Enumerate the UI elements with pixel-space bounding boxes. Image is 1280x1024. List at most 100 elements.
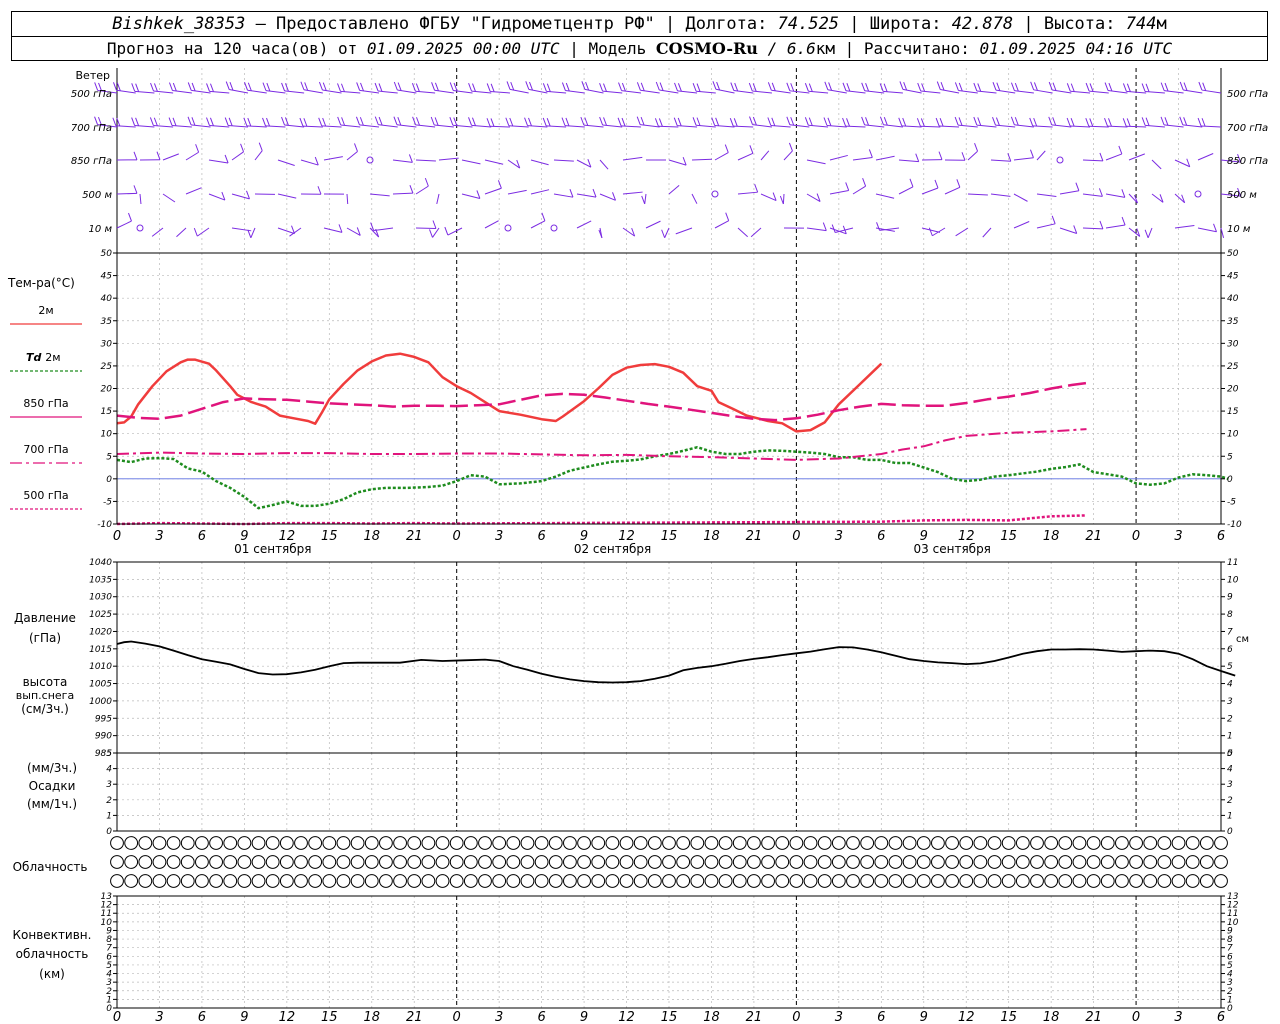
pressure-panel-y2tick-label: 10	[1227, 575, 1239, 585]
wind-barb-flag	[505, 117, 510, 126]
cloud-cover-marker	[690, 874, 705, 888]
wind-barb	[1183, 89, 1203, 94]
wind-barb	[115, 125, 136, 128]
wind-barb-flag	[674, 82, 678, 92]
cloud-cover-marker	[251, 836, 266, 850]
wind-barb-flag	[318, 81, 323, 91]
cloud-cover-marker	[605, 855, 620, 869]
wind-barb-flag	[187, 82, 192, 91]
wind-barb-flag	[1141, 83, 1146, 92]
model-label: Модель	[588, 39, 647, 58]
wind-barb	[902, 88, 922, 94]
wind-barb-flag	[767, 82, 772, 91]
x-tick-label: 12	[618, 529, 635, 544]
wind-barb-flag	[1048, 116, 1053, 126]
wind-barb	[602, 90, 623, 94]
wind-barb-flag	[490, 83, 495, 92]
wind-barb-flag	[229, 82, 234, 91]
wind-barb	[209, 125, 230, 128]
wind-barb-flag	[284, 83, 289, 92]
cloud-cover-marker	[166, 874, 181, 888]
wind-barb-flag	[525, 81, 530, 90]
cloud-cover-marker	[1171, 855, 1186, 869]
wind-barb-flag	[640, 116, 645, 126]
wind-barb-flag	[954, 82, 959, 91]
wind-barb-flag	[879, 83, 884, 92]
wind-barb	[967, 150, 978, 161]
cloud-cover-marker	[831, 836, 846, 850]
wind-barb-flag	[779, 195, 784, 205]
wind-barb-flag	[112, 117, 117, 126]
wind-barb-flag	[338, 224, 343, 233]
wind-barb-flag	[641, 195, 646, 205]
wind-barb-flag	[909, 178, 914, 188]
temperature-panel-y2tick-label: 50	[1227, 249, 1239, 259]
wind-barb-flag	[541, 212, 546, 221]
cloud-cover-marker	[350, 874, 365, 888]
wind-barb	[434, 124, 454, 128]
wind-barb	[340, 90, 361, 94]
wind-barb-flag	[580, 116, 585, 126]
wind-barb	[1105, 224, 1126, 229]
cloud-cover-marker	[605, 836, 620, 850]
header-sep: |	[569, 39, 589, 58]
wind-barb-flag	[1202, 82, 1207, 91]
wind-barb-flag	[1183, 82, 1188, 91]
wind-barb	[528, 88, 548, 94]
cloud-cover-marker	[1143, 836, 1158, 850]
cloud-cover-marker	[1030, 836, 1044, 850]
wind-barb-flag	[958, 82, 963, 92]
wind-barb-flag	[1197, 117, 1202, 127]
wind-barb	[530, 189, 550, 195]
x-tick-label: 0	[792, 1010, 800, 1024]
pressure-panel-ytick-label: 1010	[89, 662, 112, 672]
cloud-cover-marker	[1214, 874, 1228, 888]
wind-barb-flag	[393, 116, 398, 125]
pressure-panel-y2tick-label: 6	[1227, 645, 1233, 655]
cloud-cover-marker	[633, 836, 648, 850]
wind-barb	[737, 152, 754, 161]
wind-barb-flag	[846, 118, 851, 127]
wind-barb-flag	[752, 83, 757, 92]
wind-barb	[737, 227, 748, 238]
wind-barb	[714, 220, 729, 229]
wind-barb	[323, 227, 343, 233]
wind-barb	[134, 90, 155, 94]
cloud-cover-marker	[1199, 874, 1214, 888]
wind-barbs	[94, 81, 1242, 239]
wind-barb-flag	[592, 188, 597, 198]
cloud-cover	[110, 836, 1228, 888]
wind-barb	[576, 159, 592, 168]
wind-barb-flag	[529, 81, 533, 91]
pressure-panel-y2tick-label: 2	[1227, 714, 1233, 724]
wind-barb	[172, 125, 192, 128]
wind-barb-flag	[322, 82, 327, 91]
wind-barb	[621, 90, 641, 94]
wind-barb	[995, 124, 1016, 128]
wind-barb-flag	[415, 83, 420, 92]
x-tick-label: 12	[618, 1010, 635, 1024]
wind-barb	[229, 89, 249, 94]
wind-barb-flag	[661, 229, 666, 238]
x-tick-label: 0	[1132, 1010, 1140, 1024]
wind-barb-flag	[992, 116, 996, 126]
convective-panel-y2tick-label: 6	[1227, 952, 1233, 962]
wind-barb	[471, 90, 492, 94]
wind-barb-flag	[497, 180, 502, 189]
cloud-cover-marker	[1044, 836, 1059, 850]
wind-barb	[530, 220, 546, 229]
wind-barb-flag	[116, 117, 121, 127]
series-layer	[116, 352, 1236, 684]
wind-barb	[116, 89, 136, 94]
calm-wind-marker	[1056, 156, 1064, 164]
wind-barb-flag	[749, 116, 753, 125]
wind-barb-flag	[788, 142, 793, 152]
wind-barb	[584, 88, 604, 94]
wind-barb	[789, 124, 810, 128]
series-t500	[116, 514, 1087, 526]
wind-barb-flag	[1121, 216, 1126, 226]
cloud-cover-marker	[1171, 836, 1186, 850]
wind-barb	[553, 159, 574, 162]
wind-barb	[1089, 90, 1109, 94]
